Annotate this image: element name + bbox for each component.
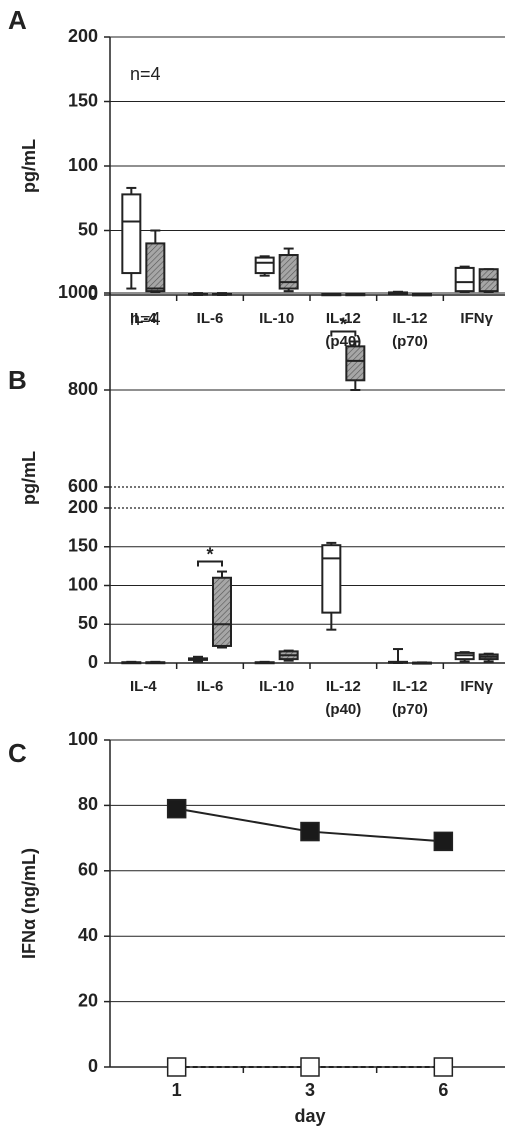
y-tick-label: 600 bbox=[68, 476, 98, 496]
y-tick-label: 0 bbox=[88, 284, 98, 304]
x-tick-label: IL-4 bbox=[130, 310, 157, 327]
x-tick-sublabel: (p70) bbox=[392, 701, 428, 718]
box bbox=[145, 242, 166, 293]
y-tick-label: 100 bbox=[68, 574, 98, 594]
marker bbox=[300, 821, 320, 842]
y-tick-label: 100 bbox=[68, 155, 98, 175]
x-tick-label: IL-12 bbox=[326, 310, 361, 327]
annotation: n=4 bbox=[130, 64, 161, 84]
y-tick-label: 0 bbox=[88, 1056, 98, 1076]
x-tick-label: IFNγ bbox=[460, 678, 493, 695]
y-tick-label: 20 bbox=[78, 990, 98, 1010]
y-tick-label: 50 bbox=[78, 613, 98, 633]
y-tick-label: 50 bbox=[78, 219, 98, 239]
panel-label: C bbox=[8, 738, 27, 768]
x-tick-label: 3 bbox=[305, 1080, 315, 1100]
marker bbox=[433, 1057, 454, 1077]
x-axis-label: day bbox=[294, 1106, 325, 1126]
box bbox=[278, 254, 299, 290]
y-tick-label: 200 bbox=[68, 497, 98, 517]
y-tick-label: 200 bbox=[68, 26, 98, 46]
box bbox=[345, 345, 366, 382]
x-tick-label: 6 bbox=[438, 1080, 448, 1100]
y-tick-label: 150 bbox=[68, 536, 98, 556]
y-tick-label: 60 bbox=[78, 860, 98, 880]
x-tick-label: IL-6 bbox=[197, 310, 224, 327]
marker bbox=[166, 1057, 187, 1077]
y-tick-label: 150 bbox=[68, 90, 98, 110]
y-tick-label: 0 bbox=[88, 652, 98, 672]
y-tick-label: 100 bbox=[68, 729, 98, 749]
box bbox=[254, 256, 275, 275]
significance-label: * bbox=[340, 314, 347, 334]
x-tick-label: IL-12 bbox=[326, 678, 361, 695]
y-tick-label: 40 bbox=[78, 925, 98, 945]
panel-label: A bbox=[8, 5, 27, 35]
box bbox=[212, 576, 232, 647]
marker bbox=[166, 798, 187, 819]
x-tick-label: IL-10 bbox=[259, 678, 294, 695]
y-tick-label: 1000 bbox=[58, 282, 98, 302]
marker bbox=[300, 1057, 320, 1077]
annotation: n=4 bbox=[130, 309, 161, 329]
x-tick-label: IL-6 bbox=[197, 678, 224, 695]
x-tick-label: 1 bbox=[172, 1080, 182, 1100]
x-tick-label: IL-12 bbox=[392, 678, 427, 695]
marker bbox=[433, 831, 454, 852]
y-axis-label: pg/mL bbox=[19, 451, 39, 505]
box bbox=[454, 266, 475, 293]
y-axis-label: IFNα (ng/mL) bbox=[19, 848, 39, 959]
y-tick-label: 80 bbox=[78, 794, 98, 814]
panel-label: B bbox=[8, 365, 27, 395]
box bbox=[321, 544, 342, 614]
significance-label: * bbox=[206, 544, 213, 564]
x-tick-label: IL-4 bbox=[130, 678, 157, 695]
x-tick-sublabel: (p40) bbox=[325, 701, 361, 718]
x-tick-sublabel: (p70) bbox=[392, 333, 428, 350]
box bbox=[121, 193, 142, 275]
x-tick-label: IFNγ bbox=[460, 310, 493, 327]
significance-bracket bbox=[330, 330, 357, 337]
x-tick-label: IL-12 bbox=[392, 310, 427, 327]
significance-bracket bbox=[197, 560, 223, 567]
y-axis-label: pg/mL bbox=[19, 139, 39, 193]
y-tick-label: 800 bbox=[68, 379, 98, 399]
x-tick-label: IL-10 bbox=[259, 310, 294, 327]
